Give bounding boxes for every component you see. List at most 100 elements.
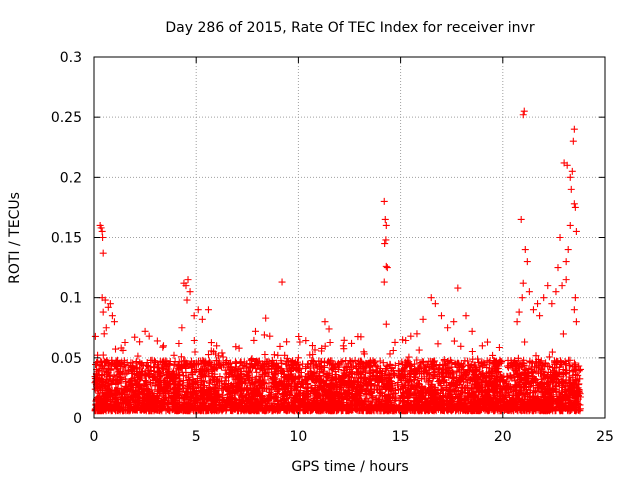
data-point	[413, 330, 421, 338]
y-tick-label: 0.25	[51, 110, 82, 126]
data-point	[184, 276, 192, 284]
data-point	[110, 318, 118, 326]
data-point	[108, 312, 116, 320]
x-tick-label: 25	[596, 429, 614, 445]
data-point	[97, 224, 105, 232]
data-point	[554, 264, 562, 272]
data-point	[529, 306, 537, 314]
data-point	[186, 288, 194, 296]
data-point	[98, 227, 106, 235]
dense-point-cloud	[91, 330, 584, 415]
data-point	[454, 284, 462, 292]
y-tick-label: 0	[73, 411, 82, 427]
data-point	[562, 258, 570, 266]
data-point	[517, 215, 525, 223]
data-point	[562, 276, 570, 284]
data-point	[198, 315, 206, 323]
data-point	[568, 167, 576, 175]
data-point	[571, 294, 579, 302]
x-tick-label: 20	[494, 429, 512, 445]
data-point	[566, 173, 574, 181]
data-point	[99, 234, 107, 241]
data-points	[96, 107, 580, 362]
data-point	[382, 236, 390, 244]
data-point	[548, 300, 556, 308]
data-point	[100, 330, 108, 338]
data-point	[519, 279, 527, 287]
y-axis-label: ROTI / TECUs	[7, 192, 23, 284]
data-point	[399, 336, 407, 344]
data-point	[262, 314, 270, 322]
data-point	[104, 303, 112, 311]
data-point	[382, 320, 390, 328]
noise-points	[91, 330, 584, 415]
data-point	[194, 306, 202, 314]
data-point	[552, 288, 560, 296]
data-point	[99, 249, 107, 257]
data-point	[101, 296, 109, 304]
data-point	[572, 318, 580, 326]
data-point	[159, 342, 167, 350]
x-tick-label: 15	[392, 429, 410, 445]
data-point	[266, 332, 274, 340]
data-point	[468, 327, 476, 335]
axes: 0 0.05 0.1 0.15 0.2 0.25 0.3 0 5 10 15 20 25	[51, 50, 614, 445]
data-point	[380, 197, 388, 205]
data-point	[558, 282, 566, 290]
data-point	[563, 161, 571, 169]
data-point	[571, 203, 579, 211]
data-point	[204, 306, 212, 314]
plot-frame	[93, 56, 606, 419]
data-point	[520, 107, 528, 115]
data-point	[183, 296, 191, 304]
y-tick-label: 0.1	[60, 291, 82, 307]
data-point	[382, 262, 390, 270]
data-point	[419, 315, 427, 323]
data-point	[178, 324, 186, 332]
x-tick-label: 5	[192, 429, 201, 445]
data-point	[519, 111, 527, 119]
data-point	[380, 278, 388, 286]
y-tick-label: 0.2	[60, 170, 82, 186]
data-point	[294, 354, 302, 362]
y-tick-label: 0.15	[51, 231, 82, 247]
data-point	[141, 327, 149, 335]
data-point	[478, 342, 486, 350]
data-point	[518, 294, 526, 302]
x-tick-label: 0	[90, 429, 99, 445]
data-point	[106, 300, 114, 308]
y-tick-label: 0.05	[51, 351, 82, 367]
data-point	[251, 327, 259, 335]
data-point	[235, 344, 243, 352]
x-tick-label: 10	[289, 429, 307, 445]
data-point	[450, 318, 458, 326]
data-point	[437, 312, 445, 320]
data-point	[348, 339, 356, 347]
data-point	[534, 300, 542, 308]
data-point	[213, 342, 221, 350]
data-point	[570, 306, 578, 314]
data-point	[278, 278, 286, 286]
data-point	[536, 312, 544, 320]
data-point	[431, 300, 439, 308]
y-tick-label: 0.3	[60, 50, 82, 66]
data-point	[513, 318, 521, 326]
data-point	[462, 312, 470, 320]
data-point	[383, 264, 391, 272]
data-point	[321, 318, 329, 326]
data-point	[564, 246, 572, 254]
data-point	[407, 332, 415, 340]
data-point	[325, 325, 333, 333]
data-point	[570, 200, 578, 208]
data-point	[570, 125, 578, 133]
data-point	[145, 332, 153, 340]
data-point	[525, 288, 533, 296]
data-point	[540, 294, 548, 302]
data-point	[99, 308, 107, 316]
data-point	[566, 221, 574, 229]
data-point	[523, 258, 531, 266]
data-point	[102, 324, 110, 332]
data-point	[556, 234, 564, 241]
data-point	[182, 282, 190, 290]
